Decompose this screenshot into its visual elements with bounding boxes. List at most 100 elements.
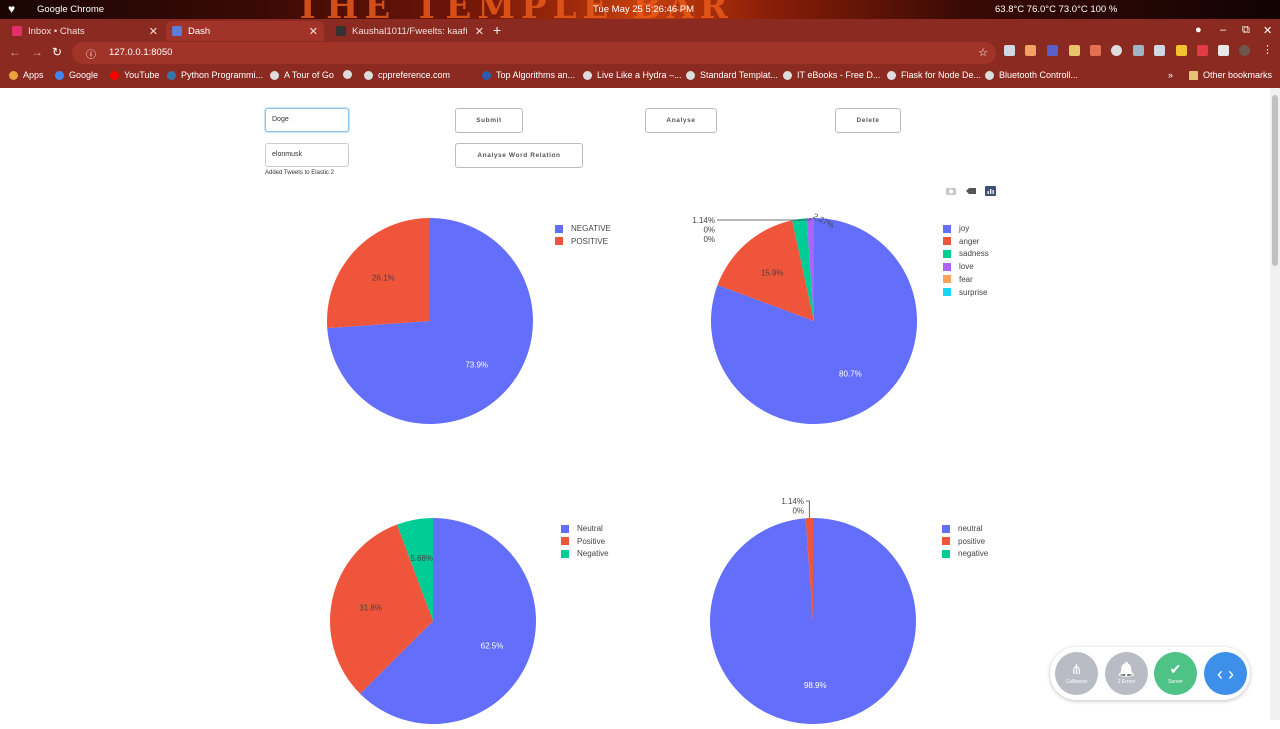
new-tab-button[interactable]: +: [493, 22, 502, 38]
pie-slice-love[interactable]: [806, 218, 814, 321]
legend-label: Neutral: [577, 524, 603, 533]
bookmark-item[interactable]: Standard Templat...: [686, 70, 778, 80]
address-bar[interactable]: ⓘ 127.0.0.1:8050 ☆: [72, 42, 996, 64]
sentiment-pie-chart: 73.9% 26.1% NEGATIVE POSITIVE: [327, 218, 611, 424]
other-bookmarks-folder[interactable]: Other bookmarks: [1189, 70, 1272, 80]
username-input[interactable]: elonmusk: [265, 143, 349, 167]
query-input[interactable]: Doge: [265, 108, 349, 132]
tab-github-fweelts[interactable]: Kaushal1011/Fweelts: kaafi ela ✕: [330, 21, 490, 41]
plotly-logo-icon[interactable]: [985, 183, 997, 196]
legend-item-surprise[interactable]: surprise: [943, 288, 987, 297]
legend-item-love[interactable]: love: [943, 262, 974, 271]
address-url: 127.0.0.1:8050: [109, 47, 173, 58]
autoscale-icon[interactable]: [965, 183, 977, 194]
tab-close-icon[interactable]: ✕: [308, 25, 318, 38]
bookmark-favicon-icon: [482, 70, 491, 80]
camera-icon[interactable]: [945, 183, 957, 195]
pie-data-label: 26.1%: [372, 273, 395, 282]
bookmark-item[interactable]: [343, 70, 357, 79]
pie-slice-negative[interactable]: [397, 518, 433, 621]
extensions-puzzle-icon[interactable]: [1218, 45, 1229, 56]
extension-icon[interactable]: [1176, 45, 1187, 56]
bookmark-item[interactable]: cppreference.com: [364, 70, 450, 80]
legend-item-positive[interactable]: POSITIVE: [555, 237, 608, 246]
legend-item-negative[interactable]: NEGATIVE: [555, 224, 611, 233]
bookmark-favicon-icon: [270, 70, 279, 80]
os-top-bar: THE TEMPLE BAR ♥ Google Chrome Tue May 2…: [0, 0, 1280, 27]
extension-icon[interactable]: [1004, 45, 1015, 56]
extension-icon[interactable]: [1047, 45, 1058, 56]
tab-inbox-chats[interactable]: Inbox • Chats ✕: [6, 21, 164, 41]
extension-icon[interactable]: [1090, 45, 1101, 56]
extension-icon[interactable]: [1133, 45, 1144, 56]
minimize-icon[interactable]: –: [1220, 24, 1227, 36]
analyse-word-relation-button[interactable]: Analyse Word Relation: [455, 143, 583, 168]
pie-data-label: 1.14%: [692, 216, 715, 225]
pie-data-label: 73.9%: [465, 361, 488, 370]
bookmark-item[interactable]: Live Like a Hydra –...: [583, 70, 682, 80]
bookmark-item[interactable]: Bluetooth Controll...: [985, 70, 1078, 80]
bookmark-item[interactable]: A Tour of Go: [270, 70, 334, 80]
textblob-sentiment-pie-chart: 62.5% 31.8% 5.68% Neutral Positive Negative: [330, 518, 609, 724]
extension-icon[interactable]: [1069, 45, 1080, 56]
back-icon[interactable]: ←: [9, 45, 21, 59]
bookmark-item[interactable]: Apps: [9, 70, 44, 80]
profile-avatar[interactable]: [1239, 45, 1250, 56]
system-status[interactable]: 63.8°C 76.0°C 73.0°C 100 %: [995, 4, 1118, 15]
pie-slice-positive[interactable]: [327, 218, 430, 329]
pie-slice-sadness[interactable]: [792, 218, 814, 321]
extension-icon[interactable]: [1111, 45, 1122, 56]
pie-slice-positive[interactable]: [805, 518, 813, 621]
bookmark-star-icon[interactable]: ☆: [978, 47, 988, 59]
legend-item-positive[interactable]: Positive: [561, 537, 605, 546]
bookmark-item[interactable]: IT eBooks - Free D...: [783, 70, 880, 80]
tab-close-icon[interactable]: ✕: [474, 25, 484, 38]
devtools-label: 2 Errors: [1117, 679, 1136, 685]
legend-item-joy[interactable]: joy: [943, 224, 969, 233]
heart-icon[interactable]: ♥: [8, 2, 16, 16]
close-window-icon[interactable]: ✕: [1263, 25, 1273, 37]
forward-icon[interactable]: →: [31, 45, 43, 59]
analyse-button[interactable]: Analyse: [645, 108, 717, 133]
legend-item-negative[interactable]: negative: [942, 549, 988, 558]
pie-slice-anger[interactable]: [717, 220, 814, 321]
instagram-favicon-icon: [12, 26, 22, 36]
extension-icon[interactable]: [1154, 45, 1165, 56]
bookmarks-overflow-icon[interactable]: »: [1168, 70, 1174, 80]
legend-item-anger[interactable]: anger: [943, 237, 979, 246]
pie-slice-neutral[interactable]: [360, 518, 536, 724]
extension-icon[interactable]: [1197, 45, 1208, 56]
maximize-icon[interactable]: ⧉: [1242, 24, 1250, 36]
devtools-2-errors-button[interactable]: 🔔 2 Errors: [1105, 652, 1148, 695]
reload-icon[interactable]: ↻: [52, 45, 63, 59]
other-bookmarks-label: Other bookmarks: [1203, 70, 1273, 80]
legend-item-fear[interactable]: fear: [943, 275, 973, 284]
legend-item-neutral[interactable]: neutral: [942, 524, 982, 533]
devtools-callbacks-button[interactable]: ⋔ Callbacks: [1055, 652, 1098, 695]
legend-item-positive[interactable]: positive: [942, 537, 985, 546]
devtools-server-button[interactable]: ✔ Server: [1154, 652, 1197, 695]
pie-slice-negative[interactable]: [327, 218, 533, 424]
bookmark-item[interactable]: YouTube: [110, 70, 159, 80]
pie-slice-positive[interactable]: [330, 524, 433, 694]
browser-toolbar: ← → ↻ ⓘ 127.0.0.1:8050 ☆: [0, 41, 1280, 65]
system-clock[interactable]: Tue May 25 5:26:46 PM: [593, 4, 695, 15]
delete-button[interactable]: Delete: [835, 108, 901, 133]
legend-item-sadness[interactable]: sadness: [943, 249, 989, 258]
scrollbar-thumb[interactable]: [1272, 95, 1278, 266]
profile-menu-icon[interactable]: ●: [1195, 24, 1202, 36]
legend-item-negative[interactable]: Negative: [561, 549, 609, 558]
bookmark-item[interactable]: Google: [55, 70, 98, 80]
extension-icon[interactable]: [1025, 45, 1036, 56]
kebab-menu-icon[interactable]: ⋮: [1262, 44, 1273, 56]
bookmark-item[interactable]: Python Programmi...: [167, 70, 263, 80]
info-icon[interactable]: ⓘ: [86, 50, 96, 61]
submit-button[interactable]: Submit: [455, 108, 523, 133]
devtools-code-button[interactable]: ‹ ›: [1204, 652, 1247, 695]
bookmark-item[interactable]: Top Algorithms an...: [482, 70, 575, 80]
tab-dash[interactable]: Dash ✕: [166, 21, 324, 41]
tab-close-icon[interactable]: ✕: [148, 25, 158, 38]
page-scrollbar[interactable]: [1270, 88, 1280, 720]
bookmark-item[interactable]: Flask for Node De...: [887, 70, 981, 80]
legend-item-neutral[interactable]: Neutral: [561, 524, 603, 533]
